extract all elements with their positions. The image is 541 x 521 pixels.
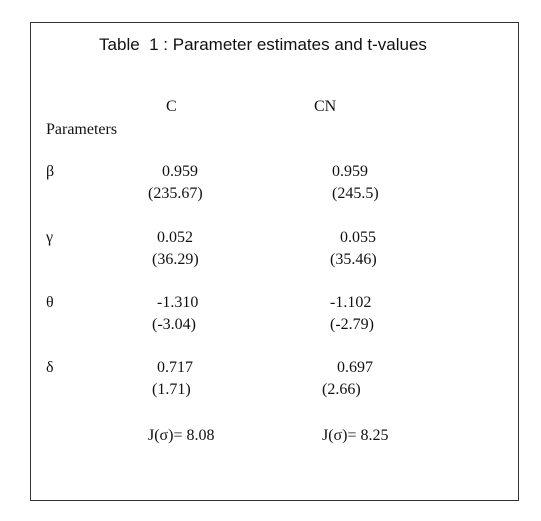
table-title: Table 1 : Parameter estimates and t-valu… [99, 35, 427, 54]
j-statistic: J(σ)= 8.25 [322, 427, 389, 444]
parameter: β [46, 163, 55, 180]
estimate: 0.052 [157, 229, 193, 246]
t-value: (35.46) [330, 251, 377, 268]
estimate: -1.102 [330, 294, 372, 311]
t-value: (-3.04) [152, 316, 196, 333]
estimate: -1.310 [157, 294, 199, 311]
t-value: (1.71) [152, 381, 191, 398]
t-value: (235.67) [148, 185, 203, 202]
j-statistic: J(σ)= 8.08 [148, 427, 215, 444]
t-value: (2.66) [322, 381, 361, 398]
t-value: (245.5) [332, 185, 379, 202]
row-header: Parameters [46, 121, 118, 138]
estimate: 0.959 [332, 163, 368, 180]
column-header: C [166, 98, 177, 115]
estimate: 0.717 [157, 359, 193, 376]
t-value: (-2.79) [330, 316, 374, 333]
parameter: θ [46, 294, 54, 311]
table-frame [30, 22, 519, 501]
estimate: 0.959 [162, 163, 198, 180]
estimate: 0.055 [340, 229, 376, 246]
column-header: CN [314, 98, 337, 115]
parameter: γ [46, 229, 54, 246]
estimate: 0.697 [337, 359, 373, 376]
parameter: δ [46, 359, 54, 376]
t-value: (36.29) [152, 251, 199, 268]
